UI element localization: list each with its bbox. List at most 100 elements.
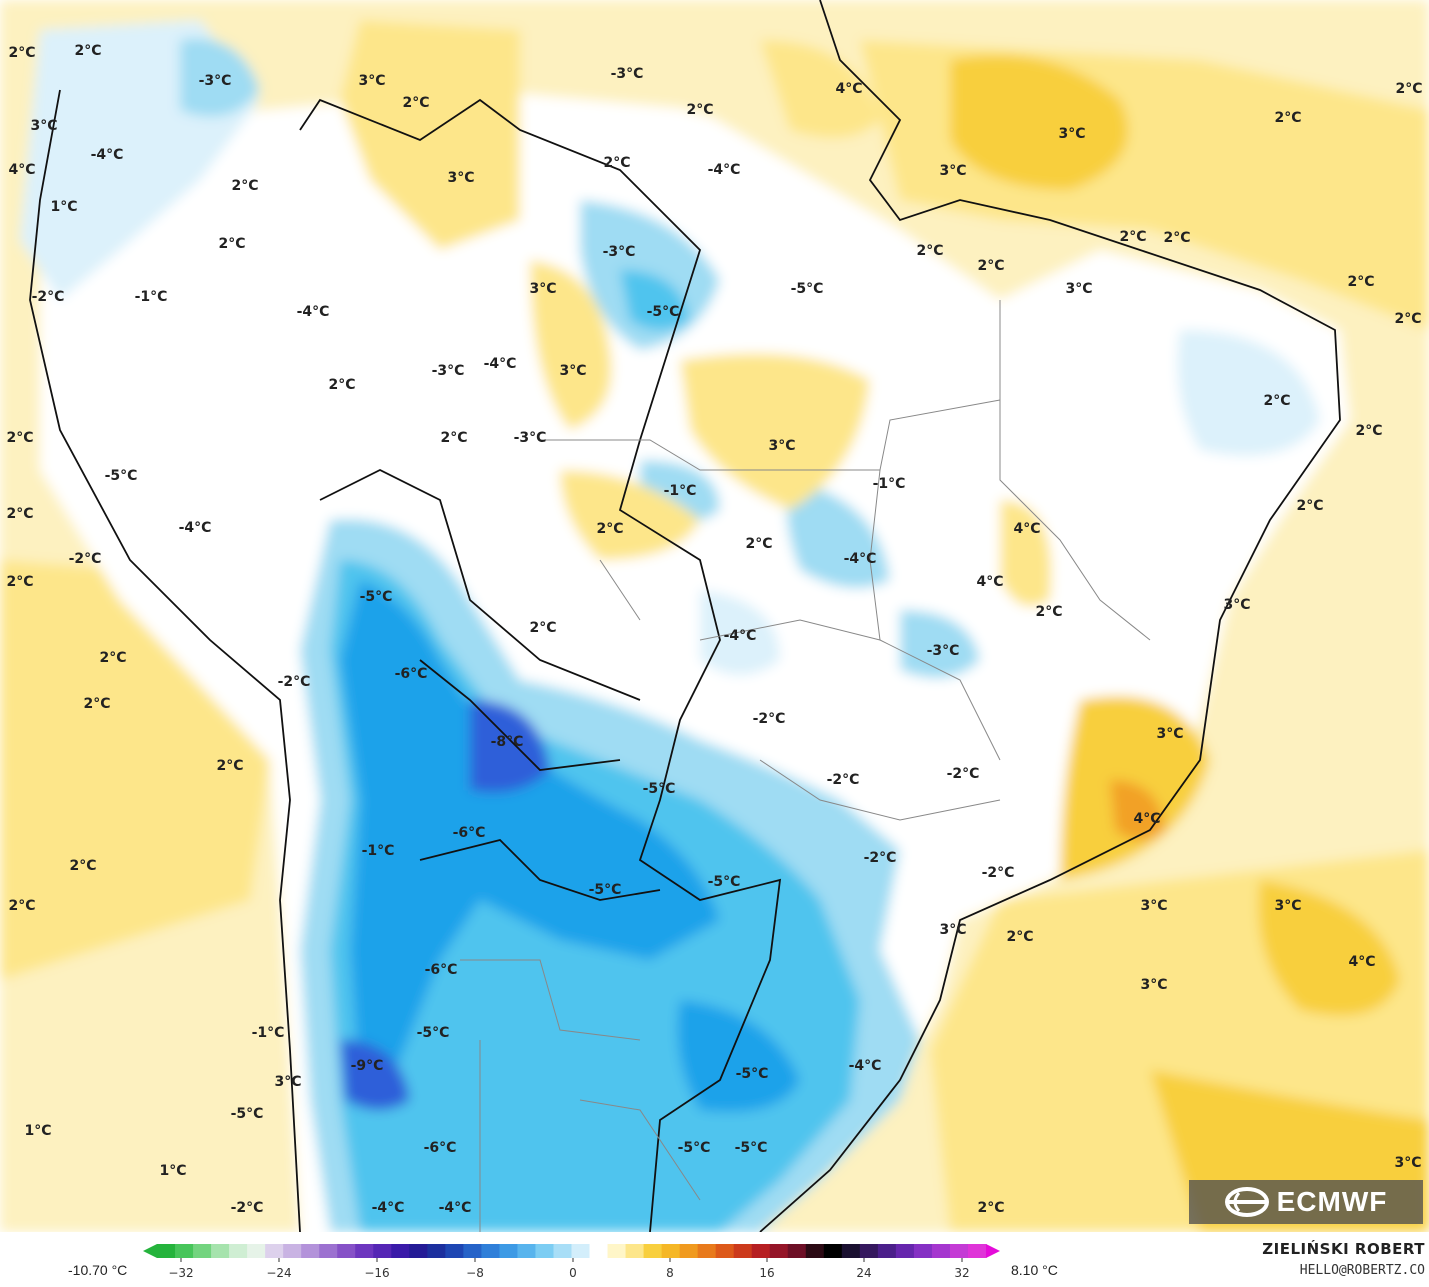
temperature-label: 2°C — [1035, 604, 1062, 620]
temperature-label: 2°C — [686, 102, 713, 118]
temperature-label: -5°C — [231, 1106, 264, 1122]
temperature-label: 2°C — [402, 95, 429, 111]
temperature-label: 2°C — [1395, 81, 1422, 97]
temperature-label: 3°C — [1140, 977, 1167, 993]
temperature-label: 3°C — [1156, 726, 1183, 742]
temperature-anomaly-map: 2°C 2°C -3°C 3°C 2°C -3°C 2°C 4°C 2°C 3°C -4°C 2°C 3… — [0, 0, 1429, 1232]
scale-cell — [895, 1244, 915, 1258]
temperature-label: -3°C — [611, 66, 644, 82]
scale-cell — [589, 1244, 609, 1258]
scale-cell — [481, 1244, 501, 1258]
temperature-label: 2°C — [1347, 274, 1374, 290]
temperature-label: -1°C — [873, 476, 906, 492]
scale-cell — [211, 1244, 230, 1258]
temperature-label: 2°C — [83, 696, 110, 712]
temperature-label: -4°C — [849, 1058, 882, 1074]
temperature-label: 3°C — [358, 73, 385, 89]
temperature-label: 2°C — [1296, 498, 1323, 514]
anomaly-field — [0, 0, 1429, 1232]
boundaries — [29, 0, 1341, 1232]
temperature-label: 2°C — [8, 898, 35, 914]
scale-cell — [283, 1244, 302, 1258]
scale-cell — [175, 1244, 194, 1258]
temperature-label: 3°C — [274, 1074, 301, 1090]
temperature-label: 3°C — [1140, 898, 1167, 914]
temperature-label: -2°C — [864, 850, 897, 866]
scale-cell — [337, 1244, 356, 1258]
temperature-label: 2°C — [977, 258, 1004, 274]
color-scale-bar: −32 −24 −16 −8 0 8 16 24 32 — [143, 1244, 1000, 1280]
temperature-label: -4°C — [724, 628, 757, 644]
scale-cell — [193, 1244, 212, 1258]
author-email: HELLO@ROBERTZ.CO — [1299, 1263, 1425, 1278]
temperature-label: -6°C — [424, 1140, 457, 1156]
temperature-label: 2°C — [1355, 423, 1382, 439]
temperature-label: -2°C — [827, 772, 860, 788]
author-name: ZIELIŃSKI ROBERT — [1262, 1240, 1425, 1258]
temperature-label: 4°C — [8, 162, 35, 178]
temperature-label: 3°C — [768, 438, 795, 454]
scale-cell — [769, 1244, 789, 1258]
scale-cell — [535, 1244, 555, 1258]
scale-cell — [427, 1244, 446, 1258]
temperature-label: -1°C — [664, 483, 697, 499]
scale-cell — [949, 1244, 969, 1258]
scale-cell — [751, 1244, 771, 1258]
scale-tick-label: 16 — [759, 1266, 774, 1280]
temperature-label: -4°C — [179, 520, 212, 536]
temperature-label: 2°C — [1006, 929, 1033, 945]
scale-cell — [409, 1244, 428, 1258]
temperature-label: 3°C — [1223, 597, 1250, 613]
scale-cell — [661, 1244, 681, 1258]
scale-cell — [517, 1244, 537, 1258]
scale-cell — [553, 1244, 573, 1258]
scale-tick-label: −8 — [466, 1266, 484, 1280]
scale-cell — [157, 1244, 176, 1258]
temperature-label: -5°C — [791, 281, 824, 297]
temperature-label: 2°C — [440, 430, 467, 446]
scale-tick-label: 24 — [856, 1266, 871, 1280]
temperature-label: -4°C — [439, 1200, 472, 1216]
scale-cell — [715, 1244, 735, 1258]
temperature-label: -5°C — [708, 874, 741, 890]
scale-cell — [319, 1244, 338, 1258]
temperature-label: -5°C — [360, 589, 393, 605]
scale-cell — [679, 1244, 699, 1258]
temperature-label: 2°C — [74, 43, 101, 59]
scale-tick-label: −32 — [168, 1266, 193, 1280]
scale-cell — [625, 1244, 645, 1258]
scale-cell — [823, 1244, 843, 1258]
scale-cell — [733, 1244, 753, 1258]
temperature-label: 2°C — [231, 178, 258, 194]
scale-cell — [877, 1244, 897, 1258]
temperature-label: 2°C — [745, 536, 772, 552]
temperature-label: 2°C — [1394, 311, 1421, 327]
temperature-label: 3°C — [939, 163, 966, 179]
scale-cell — [805, 1244, 825, 1258]
ecmwf-logo: ECMWF — [1189, 1180, 1423, 1224]
temperature-label: -2°C — [753, 711, 786, 727]
temperature-label: -4°C — [708, 162, 741, 178]
temperature-label: -1°C — [135, 289, 168, 305]
temperature-label: 2°C — [977, 1200, 1004, 1216]
scale-cell — [355, 1244, 374, 1258]
temperature-label: -2°C — [231, 1200, 264, 1216]
temperature-label: -3°C — [199, 73, 232, 89]
temperature-label: 3°C — [1394, 1155, 1421, 1171]
scale-cell — [445, 1244, 464, 1258]
temperature-label: 4°C — [1133, 811, 1160, 827]
temperature-label: 3°C — [1065, 281, 1092, 297]
min-value: -10.70 °C — [68, 1262, 128, 1278]
contour-labels: 2°C 2°C -3°C 3°C 2°C -3°C 2°C 4°C 2°C 3°C -4°C 2°C 3… — [6, 43, 1422, 1216]
temperature-label: -3°C — [927, 643, 960, 659]
temperature-label: -1°C — [362, 843, 395, 859]
temperature-label: -2°C — [947, 766, 980, 782]
temperature-label: -6°C — [425, 962, 458, 978]
temperature-label: -4°C — [844, 551, 877, 567]
temperature-label: 2°C — [6, 506, 33, 522]
temperature-label: -4°C — [297, 304, 330, 320]
temperature-label: 2°C — [99, 650, 126, 666]
temperature-label: 1°C — [50, 199, 77, 215]
scale-cell — [265, 1244, 284, 1258]
temperature-label: -9°C — [351, 1058, 384, 1074]
